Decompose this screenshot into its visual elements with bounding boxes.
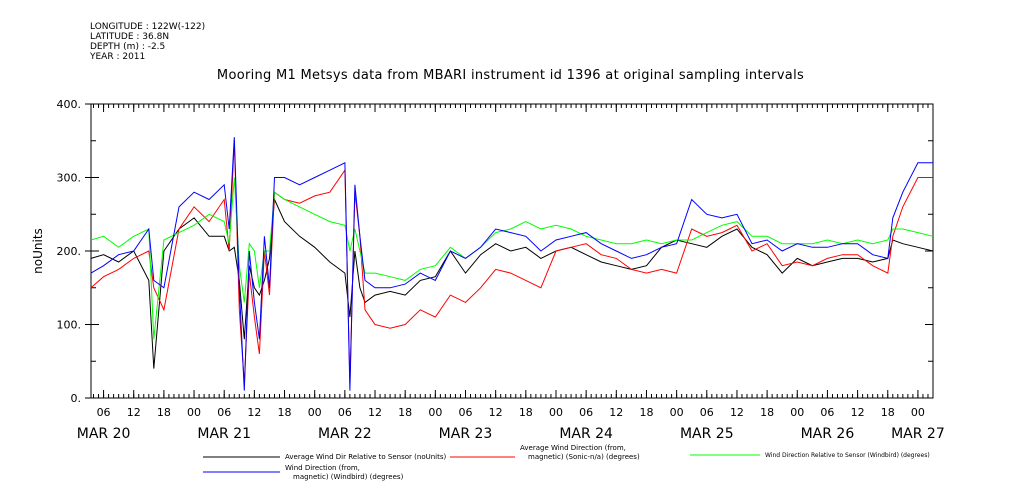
x-tick-label: 12 — [851, 406, 865, 419]
series-line-2 — [90, 140, 933, 384]
x-tick-label: 18 — [398, 406, 412, 419]
legend-label-4: Wind Direction (from, — [285, 464, 360, 472]
legend-label-2: magnetic) (Sonic-n/a) (degrees) — [528, 453, 640, 461]
x-tick-label: 18 — [639, 406, 653, 419]
x-tick-label: 06 — [700, 406, 714, 419]
y-tick-label: 200. — [57, 245, 82, 258]
x-day-label: MAR 22 — [318, 426, 372, 442]
x-tick-label: 18 — [278, 406, 292, 419]
x-tick-label: 06 — [820, 406, 834, 419]
series-line-4 — [90, 137, 933, 391]
x-tick-label: 12 — [127, 406, 141, 419]
legend-label-1: Average Wind Dir Relative to Sensor (noU… — [285, 453, 446, 461]
longitude-label: LONGITUDE : 122W(-122) — [90, 22, 206, 32]
x-tick-label: 12 — [247, 406, 261, 419]
x-tick-label: 06 — [459, 406, 473, 419]
x-tick-label: 00 — [911, 406, 925, 419]
metadata-block: LONGITUDE : 122W(-122) LATITUDE : 36.8N … — [90, 22, 205, 62]
x-day-label: MAR 26 — [801, 426, 855, 442]
legend-label-4: magnetic) (Windbird) (degrees) — [293, 473, 404, 481]
y-tick-label: 400. — [57, 98, 82, 111]
x-day-label: MAR 25 — [680, 426, 734, 442]
x-tick-label: 00 — [187, 406, 201, 419]
legend-label-3: Wind Direction Relative to Sensor (Windb… — [765, 452, 930, 459]
x-tick-label: 06 — [97, 406, 111, 419]
series-line-1 — [90, 197, 934, 369]
x-day-label: MAR 21 — [197, 426, 251, 442]
x-day-label: MAR 24 — [559, 426, 613, 442]
legend-label-2: Average Wind Direction (from, — [520, 444, 626, 452]
x-tick-label: 06 — [579, 406, 593, 419]
axes-layer: 0. 100. 200. 300. 400. noUnits 06 12 18 00 06 12 18 0… — [31, 98, 945, 442]
x-tick-label: 18 — [760, 406, 774, 419]
latitude-label: LATITUDE : 36.8N — [90, 32, 170, 42]
x-tick-label: 06 — [338, 406, 352, 419]
chart-title-wrap: Mooring M1 Metsys data from MBARI instru… — [0, 68, 1009, 83]
x-tick-label: 00 — [428, 406, 442, 419]
x-tick-label: 12 — [609, 406, 623, 419]
series-layer — [90, 137, 934, 391]
y-tick-label: 0. — [71, 392, 82, 405]
y-axis-label: noUnits — [31, 228, 45, 274]
year-label: YEAR : 2011 — [90, 52, 146, 62]
x-tick-label: 18 — [881, 406, 895, 419]
x-tick-label: 00 — [790, 406, 804, 419]
x-tick-label: 12 — [368, 406, 382, 419]
y-tick-label: 100. — [57, 319, 82, 332]
x-tick-label: 12 — [489, 406, 503, 419]
y-tick-label: 300. — [57, 172, 82, 185]
x-tick-label: 18 — [157, 406, 171, 419]
depth-label: DEPTH (m) : -2.5 — [90, 42, 166, 52]
x-tick-label: 00 — [549, 406, 563, 419]
series-line-3 — [90, 177, 934, 340]
chart-title: Mooring M1 Metsys data from MBARI instru… — [216, 68, 805, 83]
x-day-label: MAR 20 — [77, 426, 131, 442]
x-tick-label: 06 — [217, 406, 231, 419]
x-tick-label: 00 — [670, 406, 684, 419]
x-tick-label: 00 — [308, 406, 322, 419]
x-tick-label: 18 — [519, 406, 533, 419]
x-tick-label: 12 — [730, 406, 744, 419]
x-day-label: MAR 23 — [439, 426, 493, 442]
legend-layer: Average Wind Dir Relative to Sensor (noU… — [203, 444, 930, 481]
x-day-label: MAR 27 — [891, 426, 945, 442]
